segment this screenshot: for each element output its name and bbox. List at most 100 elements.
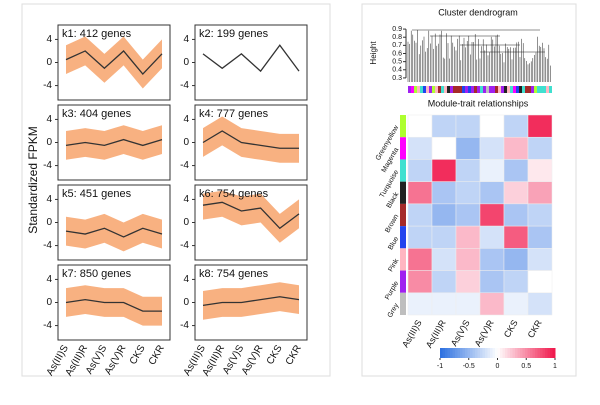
panel-title: k1: 412 genes: [62, 28, 132, 40]
colorbar-step: [450, 348, 453, 358]
colorbar-label: -0.5: [463, 363, 475, 370]
heatmap-cell: [431, 136, 457, 160]
module-swatch: [400, 159, 406, 182]
module-color-bar: [483, 86, 486, 93]
heatmap-cell: [527, 225, 553, 249]
module-color-bar: [531, 86, 534, 93]
colorbar-step: [482, 348, 486, 358]
heatmap-cell: [503, 114, 529, 138]
heatmap-cell: [479, 225, 505, 249]
heatmap-cell: [407, 292, 433, 316]
y-tick-label: 0.4: [392, 67, 402, 74]
module-color-bar: [525, 86, 528, 93]
colorbar-step: [527, 348, 531, 358]
heatmap-cell: [527, 181, 553, 205]
colorbar-step: [535, 348, 538, 358]
colorbar-step: [487, 348, 491, 358]
colorbar-step: [447, 348, 451, 358]
y-tick-label: 0: [46, 297, 52, 308]
heatmap-cell: [431, 292, 457, 316]
module-color-bar: [465, 86, 468, 93]
colorbar-step: [525, 348, 528, 358]
module-color-bar: [474, 86, 477, 93]
module-color-bar: [411, 86, 414, 93]
module-color-bar: [423, 86, 426, 93]
heatmap-cell: [407, 114, 433, 138]
heatmap-cell: [407, 203, 433, 227]
module-color-bar: [546, 86, 549, 93]
y-tick-label: 4: [46, 194, 52, 205]
y-tick-label: 4: [183, 194, 189, 205]
y-tick-label: 0: [183, 297, 189, 308]
y-tick-label: 4: [46, 274, 52, 285]
colorbar-step: [457, 348, 461, 358]
y-tick-label: 4: [183, 274, 189, 285]
gene-band: [203, 190, 299, 243]
heatmap-cell: [479, 159, 505, 182]
mean-line: [202, 44, 300, 73]
heatmap-cell: [479, 181, 505, 205]
module-color-bar: [444, 86, 447, 93]
colorbar-step: [490, 348, 493, 358]
colorbar-step: [510, 348, 513, 358]
heatmap-cell: [527, 114, 553, 138]
module-color-bar: [429, 86, 432, 93]
colorbar-step: [470, 348, 473, 358]
heatmap-cell: [455, 114, 481, 138]
y-tick-label: 0.8: [392, 34, 402, 41]
module-color-bar: [441, 86, 444, 93]
module-color-bar: [519, 86, 522, 93]
module-color-bar: [528, 86, 531, 93]
module-swatch: [400, 137, 406, 160]
heatmap-cell: [503, 292, 529, 316]
heatmap-cell: [431, 181, 457, 205]
module-swatch: [400, 292, 406, 315]
module-color-bar: [459, 86, 462, 93]
y-tick-label: 0: [46, 217, 52, 228]
y-tick-label: -4: [43, 80, 52, 91]
colorbar-step: [455, 348, 458, 358]
dendrogram-ylabel: Height: [369, 41, 378, 65]
y-tick-label: 0: [46, 57, 52, 68]
colorbar-step: [440, 348, 443, 358]
heatmap-cell: [503, 181, 529, 205]
module-color-bar: [414, 86, 417, 93]
heatmap-cell: [479, 270, 505, 294]
heatmap-cell: [503, 248, 529, 271]
y-tick-label: 0: [183, 217, 189, 228]
heatmap-cell: [503, 159, 529, 182]
colorbar-step: [545, 348, 548, 358]
heatmap-cell: [527, 136, 553, 160]
gene-band: [66, 36, 162, 89]
module-color-bar: [540, 86, 543, 93]
y-tick-label: 4: [183, 114, 189, 125]
panel-title: k6: 754 genes: [199, 188, 269, 200]
gene-band: [66, 285, 162, 326]
colorbar-step: [485, 348, 488, 358]
module-color-bar: [471, 86, 474, 93]
module-color-bar: [498, 86, 501, 93]
module-color-bar: [435, 86, 438, 93]
heatmap-cell: [527, 292, 553, 316]
module-color-bar: [432, 86, 435, 93]
heatmap-cell: [407, 225, 433, 249]
heatmap-cell: [503, 225, 529, 249]
heatmap-cell: [527, 248, 553, 271]
module-swatch: [400, 248, 406, 271]
module-color-bar: [438, 86, 441, 93]
heatmap-cell: [479, 136, 505, 160]
colorbar-step: [520, 348, 523, 358]
colorbar-step: [495, 348, 498, 358]
heatmap-cell: [455, 159, 481, 182]
module-color-bar: [507, 86, 510, 93]
module-color-bar: [501, 86, 504, 93]
colorbar-step: [467, 348, 471, 358]
y-tick-label: 4: [183, 34, 189, 45]
module-color-bar: [513, 86, 516, 93]
heatmap-cell: [431, 270, 457, 294]
heatmap-cell: [455, 292, 481, 316]
module-color-bar: [543, 86, 546, 93]
y-tick-label: 0.5: [392, 58, 402, 65]
module-color-bar: [492, 86, 495, 93]
